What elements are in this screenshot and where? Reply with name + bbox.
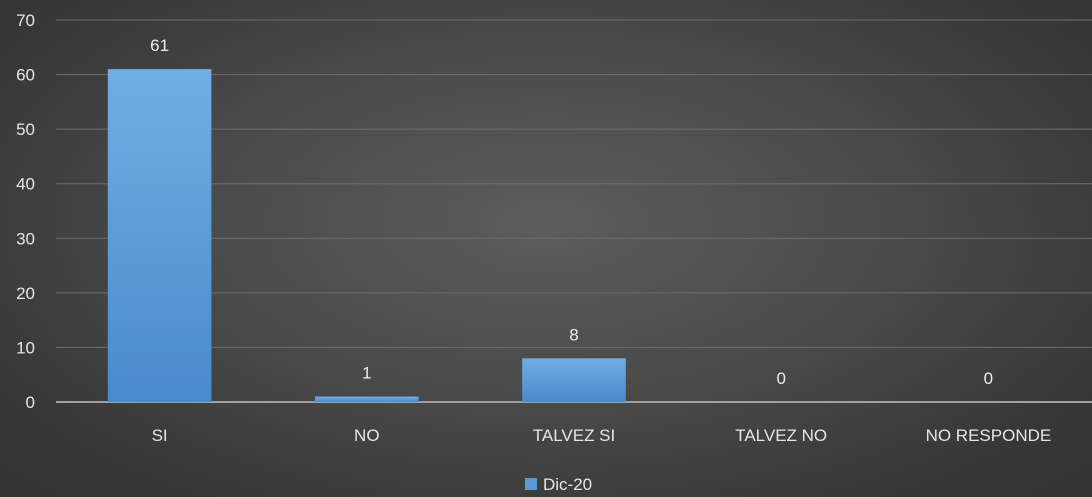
legend-swatch	[525, 478, 537, 490]
legend-label: Dic-20	[543, 475, 592, 494]
y-tick-label: 70	[16, 11, 35, 30]
y-tick-label: 50	[16, 120, 35, 139]
x-axis-ticks: SI NO TALVEZ SI TALVEZ NO NO RESPONDE	[152, 426, 1052, 445]
y-tick-label: 20	[16, 284, 35, 303]
y-tick-label: 10	[16, 338, 35, 357]
bars	[107, 69, 626, 402]
y-tick-label: 60	[16, 66, 35, 85]
bar	[107, 69, 212, 402]
x-tick-label: TALVEZ NO	[735, 426, 827, 445]
x-tick-label: NO	[354, 426, 380, 445]
legend: Dic-20	[525, 475, 592, 494]
y-axis-ticks: 0 10 20 30 40 50 60 70	[16, 11, 35, 412]
y-tick-label: 40	[16, 175, 35, 194]
x-tick-label: NO RESPONDE	[926, 426, 1052, 445]
y-tick-label: 30	[16, 229, 35, 248]
data-label: 0	[776, 369, 785, 388]
data-label: 8	[569, 325, 578, 344]
gridlines	[56, 19, 1092, 403]
data-labels: 61 1 8 0 0	[150, 36, 993, 388]
y-tick-label: 0	[26, 393, 35, 412]
bar	[315, 396, 419, 402]
x-tick-label: TALVEZ SI	[533, 426, 616, 445]
bar	[522, 358, 626, 402]
data-label: 1	[362, 364, 371, 383]
data-label: 0	[984, 369, 993, 388]
x-tick-label: SI	[152, 426, 168, 445]
data-label: 61	[150, 36, 169, 55]
